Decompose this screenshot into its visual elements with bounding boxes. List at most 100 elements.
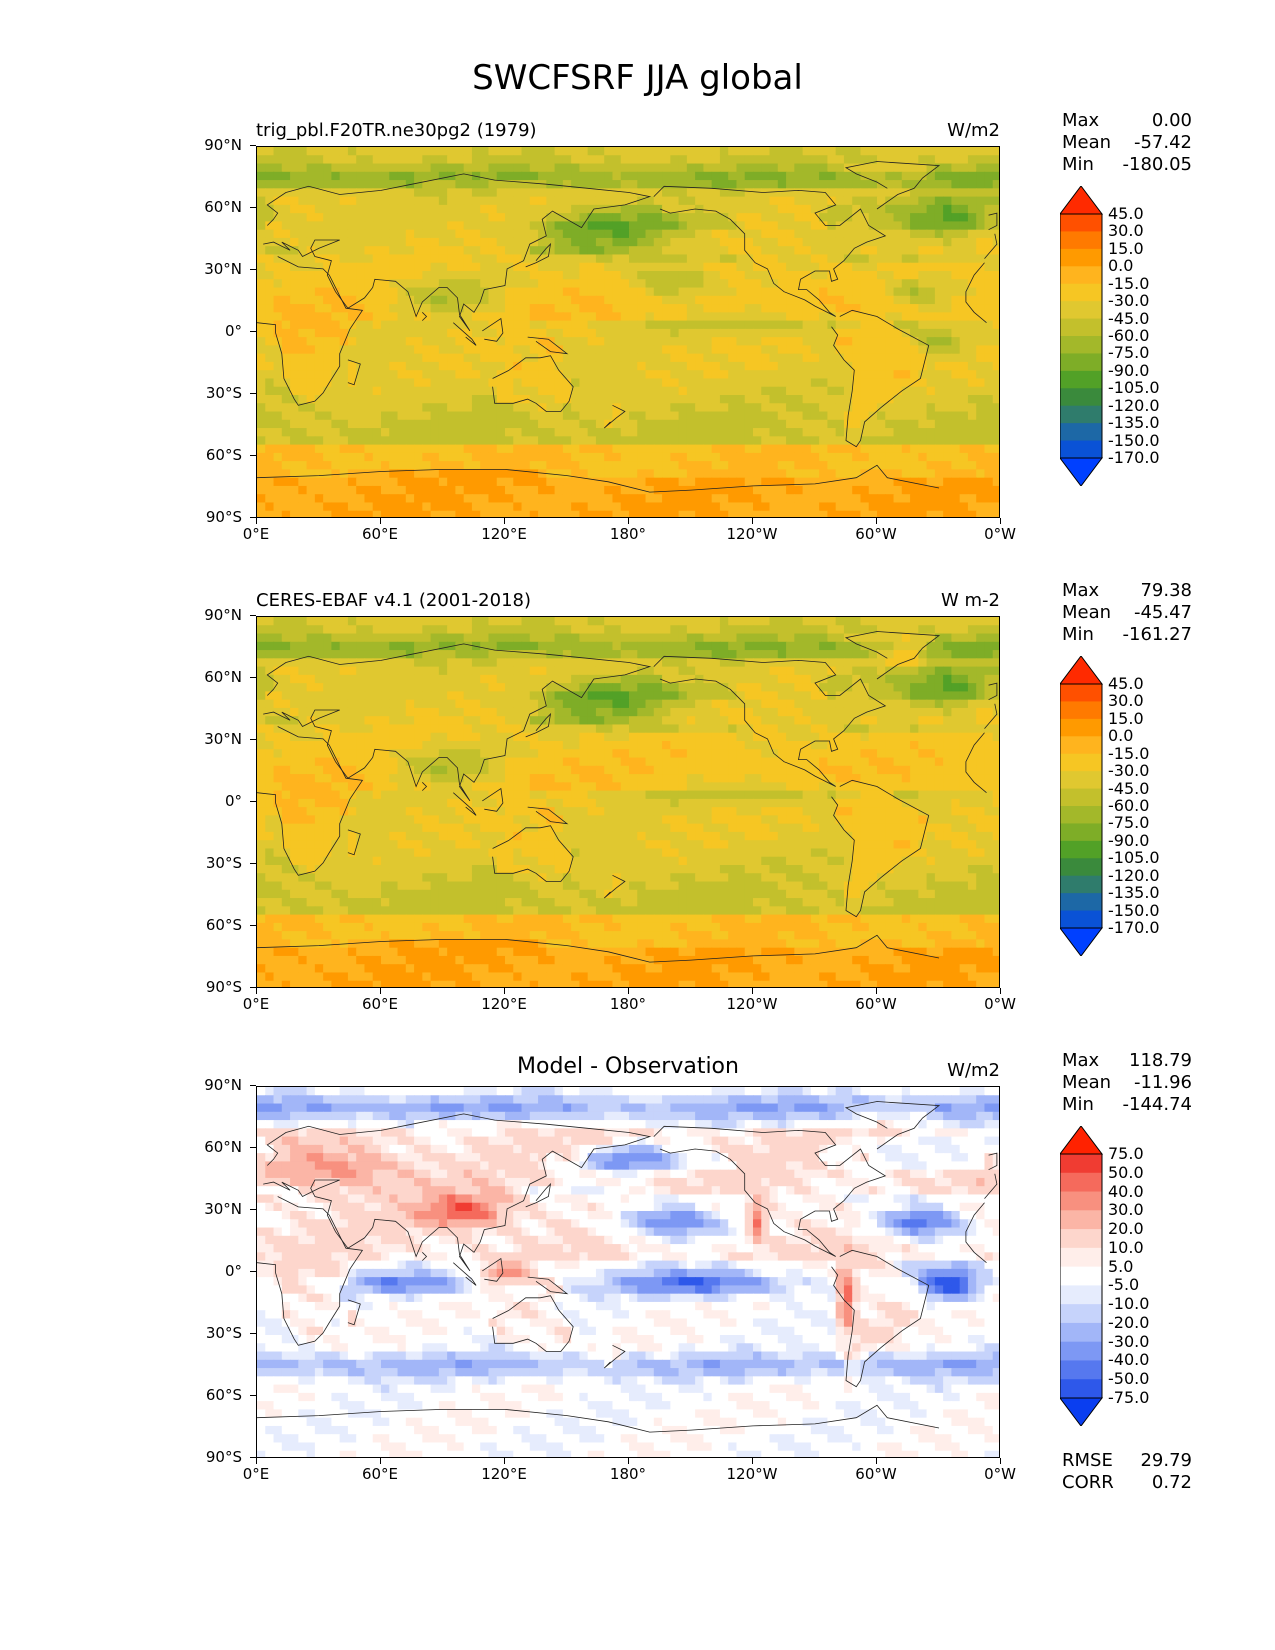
field-cell <box>662 510 671 517</box>
field-cell <box>984 229 994 239</box>
field-cell <box>976 683 986 692</box>
field-cell <box>943 461 952 470</box>
field-cell <box>298 254 308 264</box>
field-cell <box>273 386 283 396</box>
field-cell <box>290 617 299 626</box>
field-cell <box>976 287 986 297</box>
field-cell <box>852 229 862 239</box>
field-cell <box>794 361 804 371</box>
field-cell <box>653 345 663 355</box>
field-cell <box>868 469 878 479</box>
field-cell <box>951 666 961 676</box>
field-cell <box>529 163 539 173</box>
field-cell <box>901 295 911 305</box>
field-cell <box>364 411 374 421</box>
field-cell <box>554 171 564 181</box>
field-cell <box>273 625 283 635</box>
field-cell <box>645 287 655 297</box>
field-cell <box>901 320 911 330</box>
field-cell <box>967 188 977 198</box>
field-cell <box>562 650 572 659</box>
field-cell <box>430 378 440 388</box>
field-cell <box>364 221 374 231</box>
field-cell <box>587 452 597 462</box>
field-cell <box>984 204 994 214</box>
field-cell <box>554 469 564 479</box>
field-cell <box>513 345 523 355</box>
field-cell <box>877 196 886 206</box>
field-cell <box>422 403 432 413</box>
field-cell <box>529 485 539 495</box>
field-cell <box>670 237 680 247</box>
field-cell <box>769 262 779 272</box>
field-cell <box>769 171 779 181</box>
field-cell <box>281 221 291 231</box>
field-cell <box>571 641 580 651</box>
field-cell <box>959 510 969 517</box>
field-cell <box>819 312 828 322</box>
field-cell <box>364 510 374 517</box>
field-cell <box>620 262 630 272</box>
field-cell <box>529 204 539 214</box>
field-cell <box>662 436 671 446</box>
field-cell <box>389 345 399 355</box>
field-cell <box>372 171 382 181</box>
field-cell <box>521 452 531 462</box>
field-cell <box>265 485 275 495</box>
field-cell <box>571 625 580 635</box>
field-cell <box>695 246 704 256</box>
field-cell <box>860 237 870 247</box>
field-cell <box>703 411 713 421</box>
field-cell <box>703 345 713 355</box>
field-cell <box>323 386 332 396</box>
field-cell <box>976 461 986 470</box>
field-cell <box>430 147 440 156</box>
field-cell <box>571 485 580 495</box>
field-cell <box>951 411 961 421</box>
field-cell <box>405 436 415 446</box>
field-cell <box>769 683 779 692</box>
field-cell <box>926 196 936 206</box>
field-cell <box>513 444 523 454</box>
field-cell <box>629 485 638 495</box>
field-cell <box>339 163 349 173</box>
field-cell <box>339 221 349 231</box>
map-plot <box>256 146 1000 518</box>
field-cell <box>910 295 919 305</box>
field-cell <box>356 378 366 388</box>
field-cell <box>885 204 895 214</box>
field-cell <box>629 262 638 272</box>
field-cell <box>265 395 275 404</box>
field-cell <box>926 658 936 668</box>
field-cell <box>356 279 366 289</box>
field-cell <box>579 691 589 701</box>
field-cell <box>339 196 349 206</box>
field-cell <box>356 221 366 231</box>
field-cell <box>744 279 754 289</box>
field-cell <box>901 650 911 659</box>
field-cell <box>901 304 911 313</box>
field-cell <box>323 477 332 487</box>
field-cell <box>571 163 580 173</box>
field-cell <box>438 650 448 659</box>
field-cell <box>513 625 523 635</box>
field-cell <box>753 279 762 289</box>
field-cell <box>513 279 523 289</box>
field-cell <box>827 345 837 355</box>
field-cell <box>521 461 531 470</box>
field-cell <box>438 658 448 668</box>
field-cell <box>934 361 944 371</box>
field-cell <box>323 304 332 313</box>
field-cell <box>877 312 886 322</box>
field-cell <box>562 403 572 413</box>
field-cell <box>339 345 349 355</box>
field-cell <box>306 353 316 363</box>
field-cell <box>877 378 886 388</box>
field-cell <box>447 163 456 173</box>
field-cell <box>662 295 671 305</box>
field-cell <box>298 403 308 413</box>
field-cell <box>323 361 332 371</box>
field-cell <box>595 188 605 198</box>
field-cell <box>728 353 738 363</box>
field-cell <box>265 386 275 396</box>
